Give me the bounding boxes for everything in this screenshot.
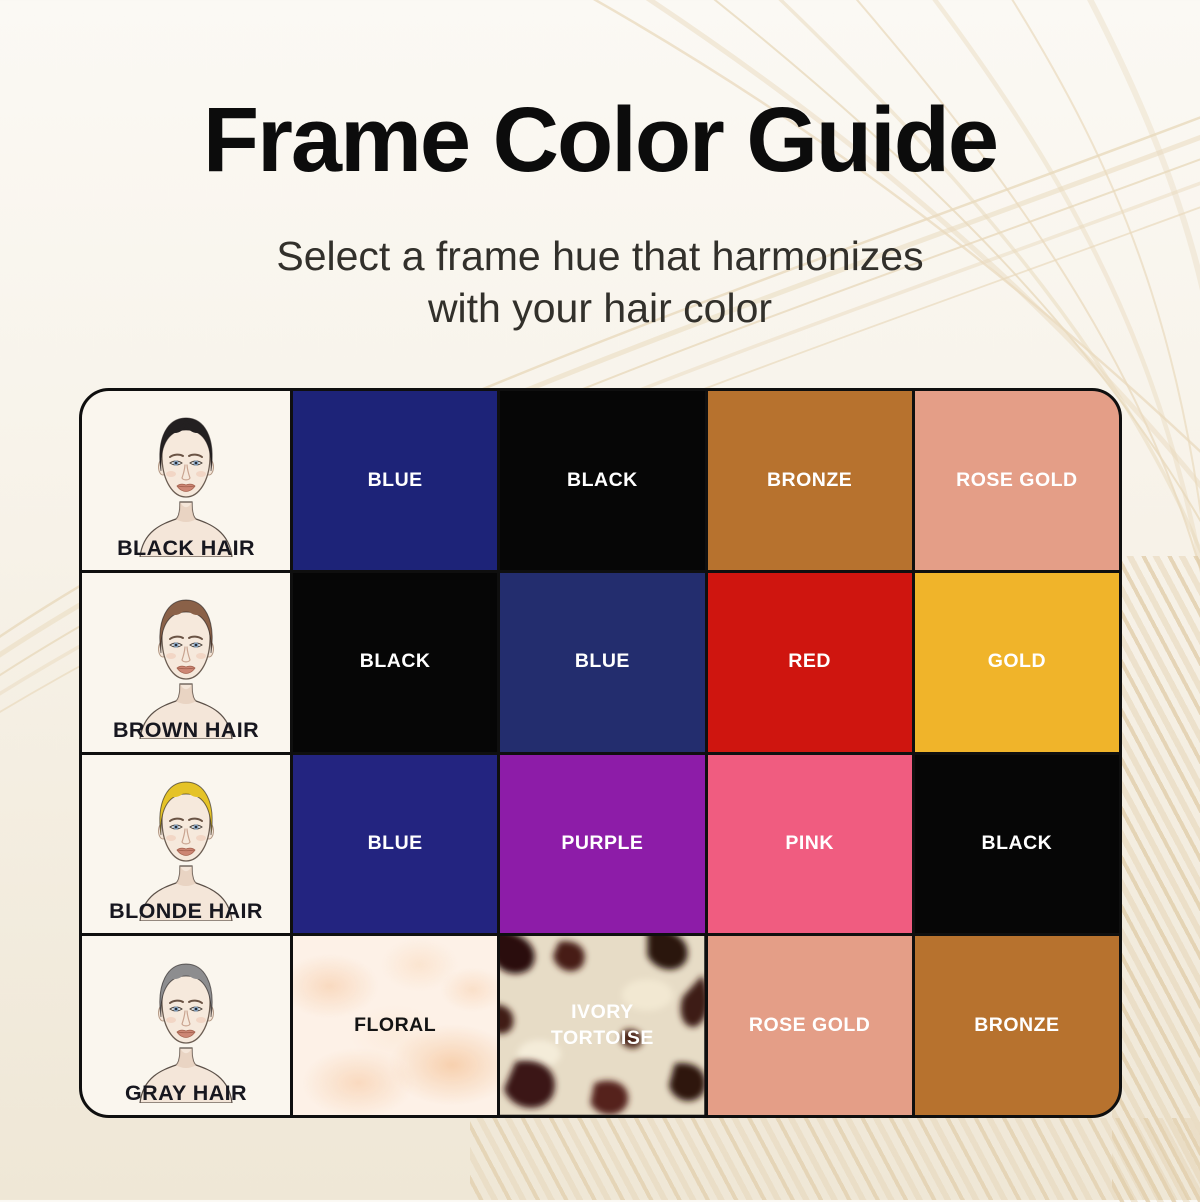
swatch-cell: ROSE GOLD (707, 936, 912, 1115)
hair-label: BLONDE HAIR (109, 899, 263, 924)
swatch-label: PINK (785, 832, 834, 855)
swatch-cell: BLACK (500, 391, 705, 570)
tortoise-pattern (500, 936, 705, 1115)
swatch-cell: PINK (707, 754, 912, 934)
face-cell-blonde-hair: BLONDE HAIR (82, 754, 290, 934)
swatch-cell: BRONZE (914, 936, 1119, 1115)
face-cell-gray-hair: GRAY HAIR (82, 936, 290, 1115)
swatch-label: BLACK (359, 650, 431, 673)
swatch-cell: BLUE (293, 391, 498, 570)
swatch-label: FLORAL (354, 1013, 437, 1036)
subtitle-line-2: with your hair color (427, 285, 773, 332)
swatch-label: ROSE GOLD (956, 468, 1078, 491)
swatch-label: IVORY TORTOISE (550, 1001, 654, 1049)
swatch-label: BRONZE (766, 468, 853, 491)
swatch-label: PURPLE (561, 832, 644, 855)
hair-label: GRAY HAIR (125, 1081, 247, 1105)
swatch-cell: GOLD (914, 572, 1119, 752)
swatch-cell: PURPLE (500, 754, 705, 934)
swatch-cell: BLACK (293, 572, 498, 752)
page-subtitle: Select a frame hue that harmonizes with … (0, 230, 1200, 334)
swatch-cell: BLUE (293, 754, 498, 934)
swatch-cell-ivory-tortoise: IVORY TORTOISE (500, 936, 705, 1115)
hair-label: BLACK HAIR (117, 535, 255, 560)
page-title: Frame Color Guide (202, 89, 999, 191)
swatch-label: BLUE (367, 468, 423, 491)
swatch-label: BLACK (981, 832, 1053, 855)
face-cell-black-hair: BLACK HAIR (82, 391, 290, 570)
swatch-label: GOLD (987, 650, 1047, 673)
swatch-label: ROSE GOLD (748, 1013, 871, 1036)
swatch-label: RED (788, 650, 831, 673)
right-edge-stripe-decoration (1112, 556, 1200, 1202)
swatch-cell: RED (707, 572, 912, 752)
swatch-label: BLACK (567, 468, 638, 491)
hair-label: BROWN HAIR (112, 717, 260, 742)
swatch-label: BLUE (574, 650, 630, 673)
swatch-label: BLUE (367, 832, 423, 855)
swatch-label: BRONZE (974, 1013, 1060, 1036)
subtitle-line-1: Select a frame hue that harmonizes (276, 233, 924, 279)
swatch-cell: BLUE (500, 572, 705, 752)
swatch-cell: BLACK (914, 754, 1119, 934)
swatch-cell: ROSE GOLD (914, 391, 1119, 570)
swatch-cell-floral: FLORAL (293, 936, 498, 1115)
bottom-edge-stripe-decoration (470, 1118, 1200, 1200)
swatch-cell: BRONZE (707, 391, 912, 570)
color-guide-table: BLACK HAIR BLUE BLACK BRONZE ROSE GOLD B… (79, 388, 1122, 1118)
face-cell-brown-hair: BROWN HAIR (82, 572, 290, 752)
